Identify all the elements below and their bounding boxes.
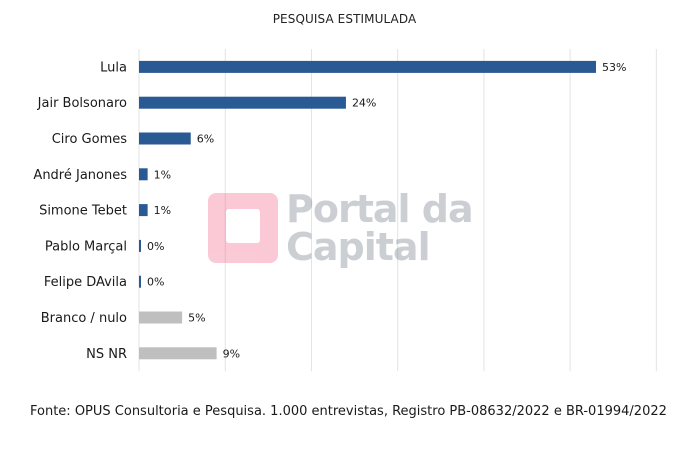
watermark-line-2: Capital	[286, 225, 431, 269]
bar	[139, 132, 191, 145]
category-label: NS NR	[86, 347, 127, 362]
category-label: Jair Bolsonaro	[37, 96, 127, 111]
category-label: Felipe DAvila	[44, 275, 127, 290]
bar	[139, 275, 141, 288]
data-label: 0%	[147, 276, 164, 289]
data-label: 6%	[197, 133, 214, 146]
data-label: 53%	[602, 61, 626, 74]
category-label: André Janones	[33, 168, 127, 183]
category-label: Branco / nulo	[41, 311, 127, 326]
bar	[139, 168, 148, 181]
data-label: 9%	[223, 347, 240, 360]
chart-title: PESQUISA ESTIMULADA	[272, 12, 417, 26]
bar-chart: Lula 53% Jair Bolsonaro 24% Ciro Gomes 6% Andr…	[33, 49, 657, 372]
data-label: 0%	[147, 240, 164, 253]
watermark-logo-icon	[208, 193, 278, 263]
bar	[139, 239, 141, 252]
watermark-text: Portal da Capital	[286, 187, 474, 269]
bar	[139, 96, 346, 109]
watermark-line-1: Portal da	[286, 187, 474, 231]
bar	[139, 311, 183, 324]
bar	[139, 347, 217, 360]
category-label: Ciro Gomes	[52, 132, 128, 147]
bar	[139, 204, 148, 217]
data-label: 1%	[154, 204, 171, 217]
category-label: Lula	[100, 60, 127, 75]
source-note: Fonte: OPUS Consultoria e Pesquisa. 1.00…	[30, 404, 667, 419]
data-label: 24%	[352, 97, 376, 110]
category-label: Simone Tebet	[39, 204, 127, 219]
bar	[139, 60, 596, 73]
data-label: 5%	[188, 312, 205, 325]
category-label: Pablo Marçal	[45, 239, 127, 254]
data-label: 1%	[154, 168, 171, 181]
portal-da-capital-watermark: Portal da Capital	[208, 187, 474, 269]
